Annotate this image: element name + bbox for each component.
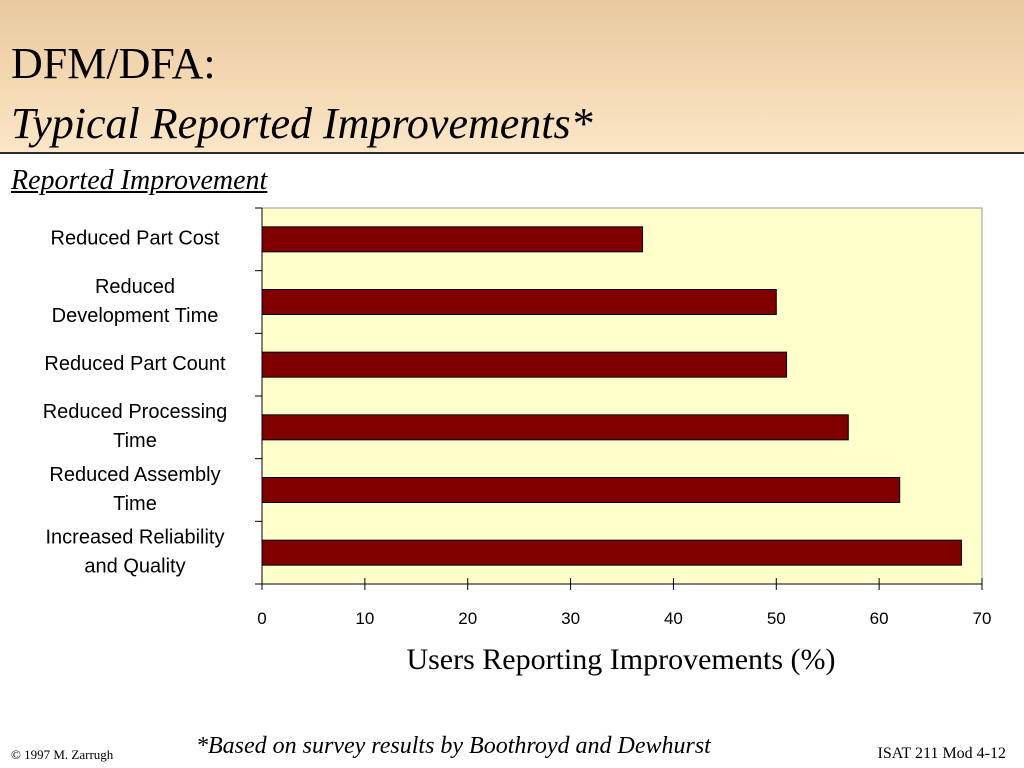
category-label-3-line-0: Reduced Processing xyxy=(43,401,228,423)
section-heading: Reported Improvement xyxy=(11,165,268,196)
slide-header: DFM/DFA: Typical Reported Improvements* xyxy=(0,0,1024,154)
category-label-1-line-0: Reduced xyxy=(95,276,175,298)
footnote: *Based on survey results by Boothroyd an… xyxy=(196,733,711,759)
category-label-4-line-0: Reduced Assembly xyxy=(49,464,220,486)
category-label-5: Increased Reliability and Quality xyxy=(46,526,225,577)
bar-chart: Reduced Part Cost Reduced Development Time… xyxy=(43,207,992,628)
category-label-1-line-1: Development Time xyxy=(52,305,219,327)
bar-3 xyxy=(261,414,849,441)
copyright-notice: © 1997 M. Zarrugh xyxy=(11,747,114,762)
x-tick-label-5: 50 xyxy=(767,609,786,628)
category-label-0: Reduced Part Cost xyxy=(51,228,220,250)
category-label-3: Reduced Processing Time xyxy=(43,401,228,452)
x-tick-label-7: 70 xyxy=(973,609,992,628)
x-tick-label-0: 0 xyxy=(257,609,266,628)
category-label-5-line-1: and Quality xyxy=(84,555,185,577)
x-tick-label-4: 40 xyxy=(664,609,683,628)
bar-1 xyxy=(261,289,777,315)
category-label-0-line-0: Reduced Part Cost xyxy=(51,228,220,250)
slide-subtitle: Typical Reported Improvements* xyxy=(11,99,593,148)
slide-title: DFM/DFA: xyxy=(11,39,216,88)
bar-2 xyxy=(261,351,788,378)
category-label-5-line-0: Increased Reliability xyxy=(46,526,225,548)
x-tick-label-1: 10 xyxy=(355,609,374,628)
category-label-2: Reduced Part Count xyxy=(44,353,226,375)
bar-5 xyxy=(261,539,962,566)
x-tick-label-2: 20 xyxy=(458,609,477,628)
bar-4 xyxy=(261,477,901,503)
x-tick-label-6: 60 xyxy=(870,609,889,628)
x-tick-label-3: 30 xyxy=(561,609,580,628)
category-label-4: Reduced Assembly Time xyxy=(49,464,220,515)
bar-0 xyxy=(261,226,644,253)
category-label-2-line-0: Reduced Part Count xyxy=(44,353,226,375)
category-label-4-line-1: Time xyxy=(113,493,157,515)
plot-area xyxy=(261,207,983,585)
x-axis-label: Users Reporting Improvements (%) xyxy=(406,643,836,676)
category-label-1: Reduced Development Time xyxy=(52,276,219,327)
slide-number: ISAT 211 Mod 4-12 xyxy=(877,745,1006,762)
category-label-3-line-1: Time xyxy=(113,430,157,452)
